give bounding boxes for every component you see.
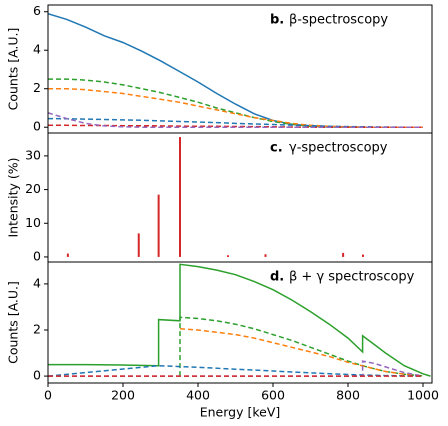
y-axis-label: Intensity (%): [6, 157, 21, 237]
y-tick-label: 4: [33, 275, 41, 290]
plot-area: [48, 263, 431, 377]
y-tick-label: 4: [33, 42, 41, 57]
y-tick-label: 0: [33, 119, 41, 134]
x-axis-label: Energy [keV]: [200, 405, 281, 420]
line: [48, 263, 431, 377]
plot-area: [48, 12, 423, 128]
line: [48, 87, 423, 128]
line: [179, 328, 424, 377]
plot-area: [66, 137, 364, 257]
panel-label: b.: [270, 13, 284, 28]
y-tick-label: 0: [33, 248, 41, 263]
y-tick-label: 6: [33, 3, 41, 18]
y-tick-label: 0: [33, 368, 41, 383]
y-axis-label: Counts [A.U.]: [6, 281, 21, 364]
y-tick-label: 10: [25, 215, 41, 230]
panel-title: γ-spectroscopy: [289, 141, 388, 156]
x-tick-label: 400: [186, 388, 210, 403]
y-tick-label: 2: [33, 80, 41, 95]
line: [48, 364, 424, 377]
x-tick-label: 600: [261, 388, 285, 403]
y-tick-label: 2: [33, 321, 41, 336]
line: [48, 12, 423, 128]
panel-title: β-spectroscopy: [289, 13, 388, 28]
panel-label: d.: [270, 270, 284, 285]
line: [48, 112, 423, 128]
x-tick-label: 1000: [407, 388, 439, 403]
y-tick-label: 30: [25, 147, 41, 162]
y-axis-label: Counts [A.U.]: [6, 28, 21, 111]
x-tick-label: 800: [336, 388, 360, 403]
x-tick-label: 200: [111, 388, 135, 403]
x-tick-label: 0: [44, 388, 52, 403]
panel-label: c.: [270, 141, 283, 156]
y-tick-label: 20: [25, 181, 41, 196]
frame: [47, 261, 433, 384]
panel-title: β + γ spectroscopy: [289, 270, 415, 285]
